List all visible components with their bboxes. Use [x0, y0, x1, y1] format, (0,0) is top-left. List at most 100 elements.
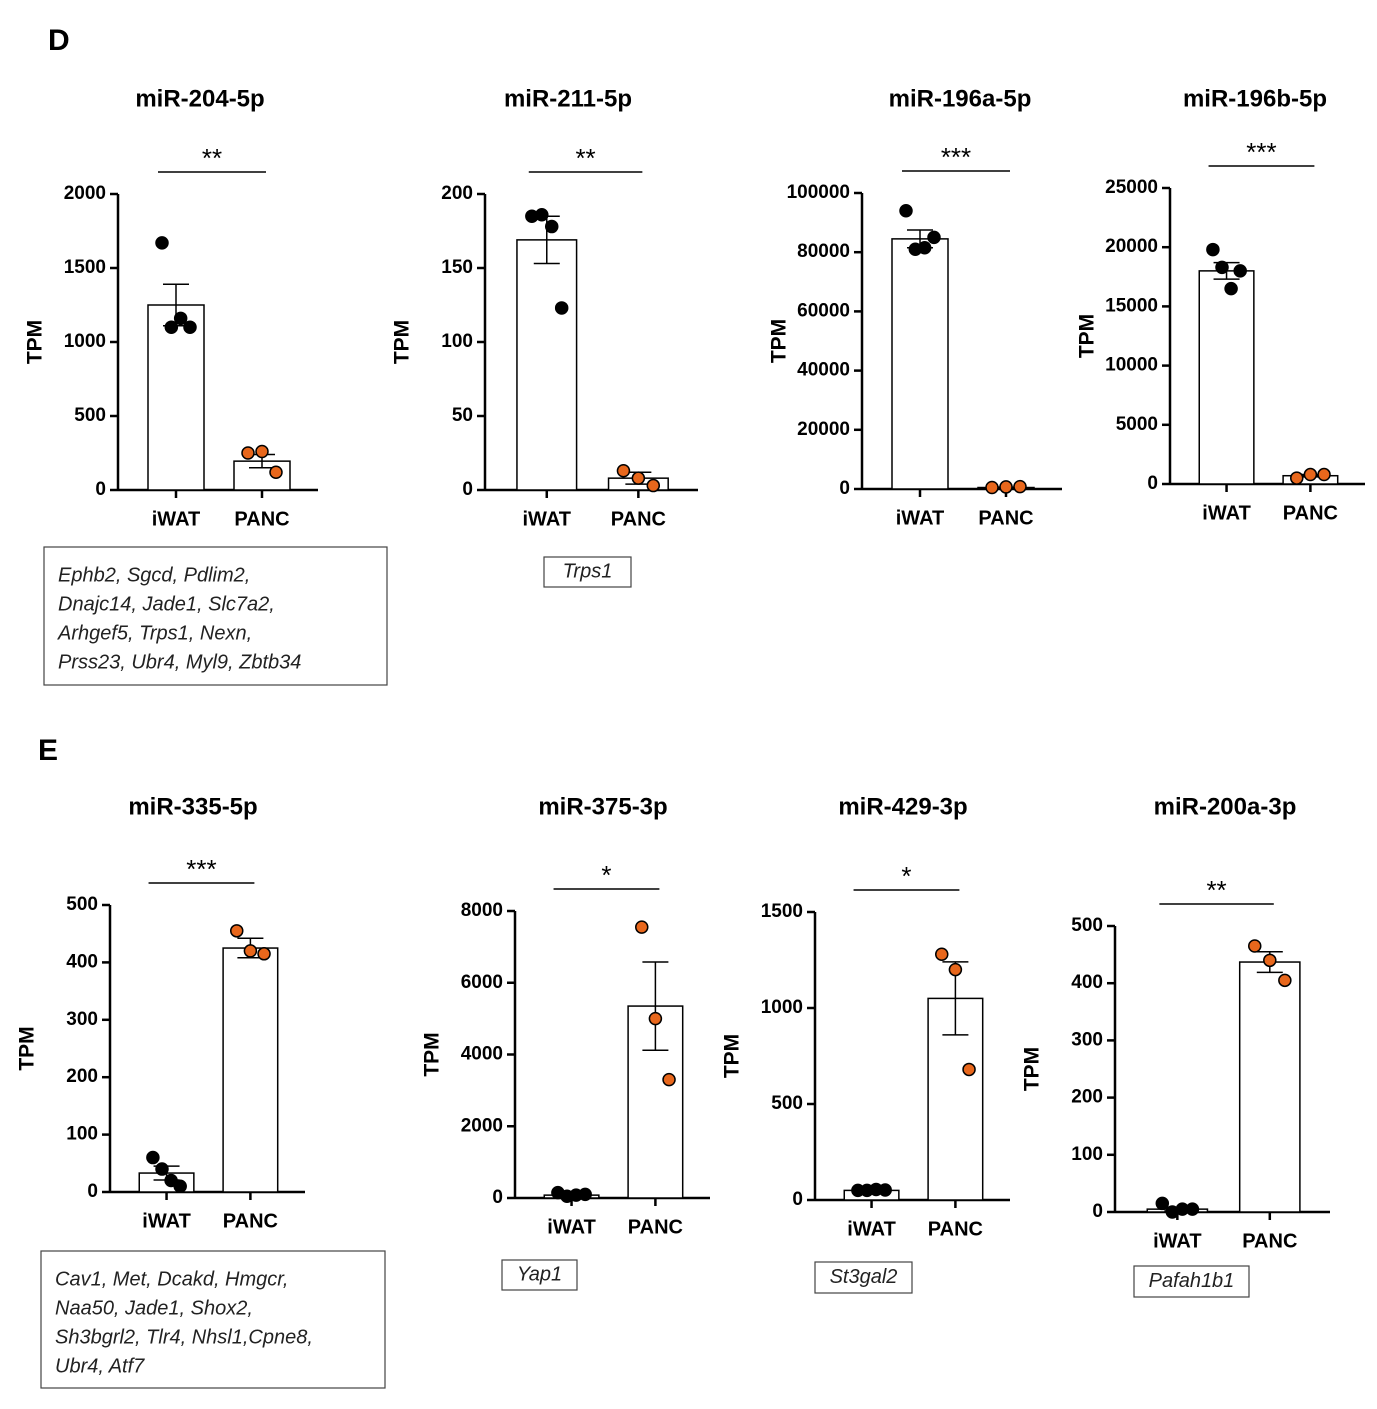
- significance: **: [202, 143, 222, 173]
- chart-title: miR-200a-3p: [1154, 793, 1297, 820]
- y-tick-label: 5000: [1116, 414, 1158, 435]
- bar: [1238, 961, 1301, 1213]
- y-tick-label: 0: [95, 479, 106, 500]
- y-tick-label: 300: [1071, 1029, 1103, 1050]
- chart-title: miR-196a-5p: [889, 85, 1032, 112]
- y-tick-label: 50: [452, 405, 473, 426]
- data-point: [155, 236, 169, 250]
- data-point: [1155, 1196, 1170, 1211]
- x-tick-label: PANC: [223, 1210, 278, 1232]
- bar: [222, 947, 279, 1193]
- x-tick-label: iWAT: [547, 1216, 596, 1238]
- gene-list: Prss23, Ubr4, Myl9, Zbtb34: [58, 651, 301, 673]
- data-point: [1185, 1202, 1200, 1216]
- data-point: [1248, 939, 1262, 953]
- y-tick-label: 0: [1147, 473, 1158, 494]
- x-tick-label: iWAT: [523, 508, 572, 530]
- y-tick-label: 400: [66, 951, 98, 972]
- gene-box: [1133, 1265, 1250, 1298]
- data-point: [241, 446, 255, 460]
- data-point: [257, 947, 271, 961]
- chart-title: miR-204-5p: [135, 85, 264, 112]
- gene-box: [501, 1259, 578, 1291]
- data-point: [917, 241, 932, 255]
- significance: ***: [186, 854, 216, 884]
- y-tick-label: 1500: [64, 257, 106, 278]
- panel-label: E: [38, 734, 58, 767]
- y-axis-label: TPM: [391, 320, 414, 364]
- data-point: [616, 464, 631, 478]
- chart-title: miR-429-3p: [838, 793, 967, 820]
- panel-label: D: [48, 24, 70, 57]
- x-tick-label: iWAT: [1153, 1230, 1202, 1252]
- y-tick-label: 15000: [1105, 295, 1158, 316]
- data-point: [243, 944, 258, 958]
- data-point: [1317, 467, 1331, 482]
- gene-list: Ephb2, Sgcd, Pdlim2,: [58, 564, 250, 586]
- x-tick-label: PANC: [928, 1218, 983, 1240]
- y-tick-label: 100: [66, 1124, 98, 1145]
- x-tick-label: PANC: [611, 508, 666, 530]
- gene-list: Dnajc14, Jade1, Slc7a2,: [58, 593, 275, 615]
- y-tick-label: 20000: [1105, 236, 1158, 257]
- y-axis-label: TPM: [24, 320, 47, 364]
- y-tick-label: 500: [74, 405, 106, 426]
- data-point: [183, 320, 197, 334]
- chart-title: miR-375-3p: [538, 793, 667, 820]
- y-tick-label: 20000: [797, 419, 850, 440]
- gene-list: Ubr4, Atf7: [55, 1355, 145, 1377]
- data-point: [927, 230, 941, 245]
- y-tick-label: 400: [1071, 972, 1103, 993]
- y-axis-label: TPM: [421, 1032, 444, 1076]
- y-tick-label: 6000: [461, 972, 503, 993]
- y-tick-label: 60000: [797, 300, 850, 321]
- data-point: [662, 1072, 676, 1087]
- data-point: [155, 1162, 169, 1176]
- x-tick-label: PANC: [234, 508, 289, 530]
- gene-box: [814, 1261, 913, 1294]
- x-tick-label: PANC: [978, 507, 1033, 529]
- data-point: [999, 480, 1013, 494]
- data-point: [544, 219, 559, 234]
- y-axis-label: TPM: [721, 1034, 744, 1078]
- x-tick-label: iWAT: [1202, 502, 1251, 524]
- y-tick-label: 4000: [461, 1044, 503, 1065]
- data-point: [646, 478, 661, 493]
- x-tick-label: iWAT: [847, 1218, 896, 1240]
- data-point: [269, 465, 283, 479]
- x-tick-label: iWAT: [142, 1210, 191, 1232]
- y-tick-label: 8000: [461, 900, 503, 921]
- data-point: [535, 207, 549, 222]
- x-tick-label: PANC: [628, 1216, 683, 1238]
- data-point: [173, 311, 188, 326]
- data-point: [899, 204, 913, 218]
- data-point: [1233, 264, 1247, 278]
- data-point: [1278, 973, 1292, 988]
- y-tick-label: 40000: [797, 360, 850, 381]
- y-tick-label: 0: [839, 478, 850, 499]
- y-tick-label: 0: [492, 1187, 503, 1208]
- bar: [147, 304, 205, 491]
- data-point: [948, 962, 963, 977]
- data-point: [1290, 471, 1304, 485]
- y-tick-label: 200: [66, 1066, 98, 1087]
- y-tick-label: 500: [1071, 915, 1103, 936]
- data-point: [230, 924, 244, 938]
- y-axis-label: TPM: [768, 319, 791, 363]
- gene-list: Yap1: [517, 1263, 562, 1285]
- chart-title: miR-196b-5p: [1183, 85, 1327, 112]
- y-tick-label: 100: [1071, 1144, 1103, 1165]
- data-point: [1215, 260, 1229, 275]
- data-point: [1013, 479, 1027, 494]
- error-bar: [642, 961, 669, 1051]
- x-tick-label: iWAT: [152, 508, 201, 530]
- significance: **: [1206, 875, 1226, 905]
- y-axis-label: TPM: [1021, 1047, 1044, 1091]
- data-point: [878, 1183, 892, 1197]
- significance: *: [601, 860, 611, 890]
- gene-list: Naa50, Jade1, Shox2,: [55, 1297, 253, 1319]
- y-tick-label: 150: [441, 257, 473, 278]
- gene-list: Pafah1b1: [1149, 1270, 1235, 1292]
- significance: *: [901, 861, 911, 891]
- y-tick-label: 200: [441, 183, 473, 204]
